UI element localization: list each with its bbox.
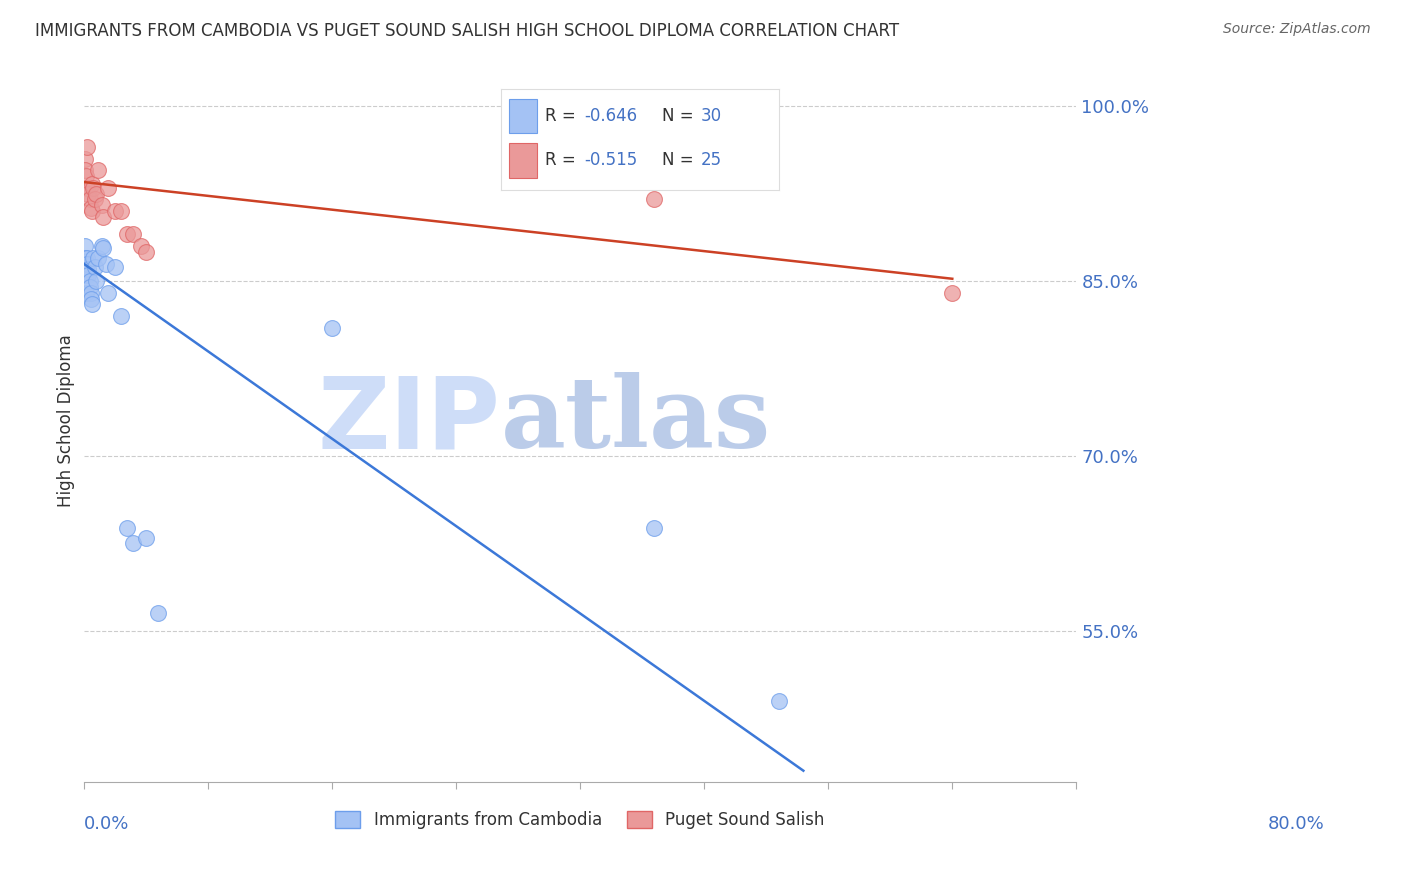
Point xyxy=(82,297,104,311)
Point xyxy=(103,204,125,219)
Point xyxy=(80,201,103,215)
Point xyxy=(84,274,107,288)
Point xyxy=(129,239,152,253)
Point xyxy=(82,181,104,195)
Point xyxy=(110,309,132,323)
Point xyxy=(643,521,665,535)
Point xyxy=(79,193,101,207)
Point xyxy=(73,152,96,166)
Point xyxy=(321,320,343,334)
Point xyxy=(103,260,125,274)
Y-axis label: High School Diploma: High School Diploma xyxy=(58,334,75,508)
Point xyxy=(643,193,665,207)
Point xyxy=(73,163,96,178)
Point xyxy=(87,163,110,178)
Point xyxy=(80,285,103,300)
Point xyxy=(83,193,105,207)
Point xyxy=(76,257,98,271)
Point xyxy=(135,244,157,259)
Point xyxy=(97,285,120,300)
Point xyxy=(83,260,105,274)
Text: IMMIGRANTS FROM CAMBODIA VS PUGET SOUND SALISH HIGH SCHOOL DIPLOMA CORRELATION C: IMMIGRANTS FROM CAMBODIA VS PUGET SOUND … xyxy=(35,22,900,40)
Point xyxy=(77,268,100,283)
Point xyxy=(77,186,100,201)
Point xyxy=(79,280,101,294)
Point xyxy=(93,242,115,256)
Point xyxy=(79,274,101,288)
Point xyxy=(135,531,157,545)
Point xyxy=(768,694,790,708)
Text: Source: ZipAtlas.com: Source: ZipAtlas.com xyxy=(1223,22,1371,37)
Point xyxy=(122,227,145,242)
Text: ZIP: ZIP xyxy=(318,373,501,469)
Point xyxy=(93,210,115,224)
Point xyxy=(76,140,98,154)
Point xyxy=(75,285,97,300)
Point xyxy=(94,257,117,271)
Point xyxy=(97,181,120,195)
Point xyxy=(73,239,96,253)
Point xyxy=(82,178,104,192)
Point xyxy=(146,607,169,621)
Point xyxy=(76,251,98,265)
Point xyxy=(82,251,104,265)
Point xyxy=(75,169,97,184)
Point xyxy=(87,251,110,265)
Text: atlas: atlas xyxy=(501,373,770,469)
Point xyxy=(91,198,114,212)
Point xyxy=(75,268,97,283)
Point xyxy=(122,536,145,550)
Point xyxy=(110,204,132,219)
Text: 0.0%: 0.0% xyxy=(83,815,129,833)
Point xyxy=(91,239,114,253)
Point xyxy=(77,262,100,277)
Point xyxy=(76,181,98,195)
Point xyxy=(73,251,96,265)
Point xyxy=(115,521,138,535)
Point xyxy=(82,204,104,219)
Point xyxy=(941,285,963,300)
Legend: Immigrants from Cambodia, Puget Sound Salish: Immigrants from Cambodia, Puget Sound Sa… xyxy=(329,804,831,836)
Text: 80.0%: 80.0% xyxy=(1268,815,1324,833)
Point xyxy=(84,186,107,201)
Point xyxy=(115,227,138,242)
Point xyxy=(80,292,103,306)
